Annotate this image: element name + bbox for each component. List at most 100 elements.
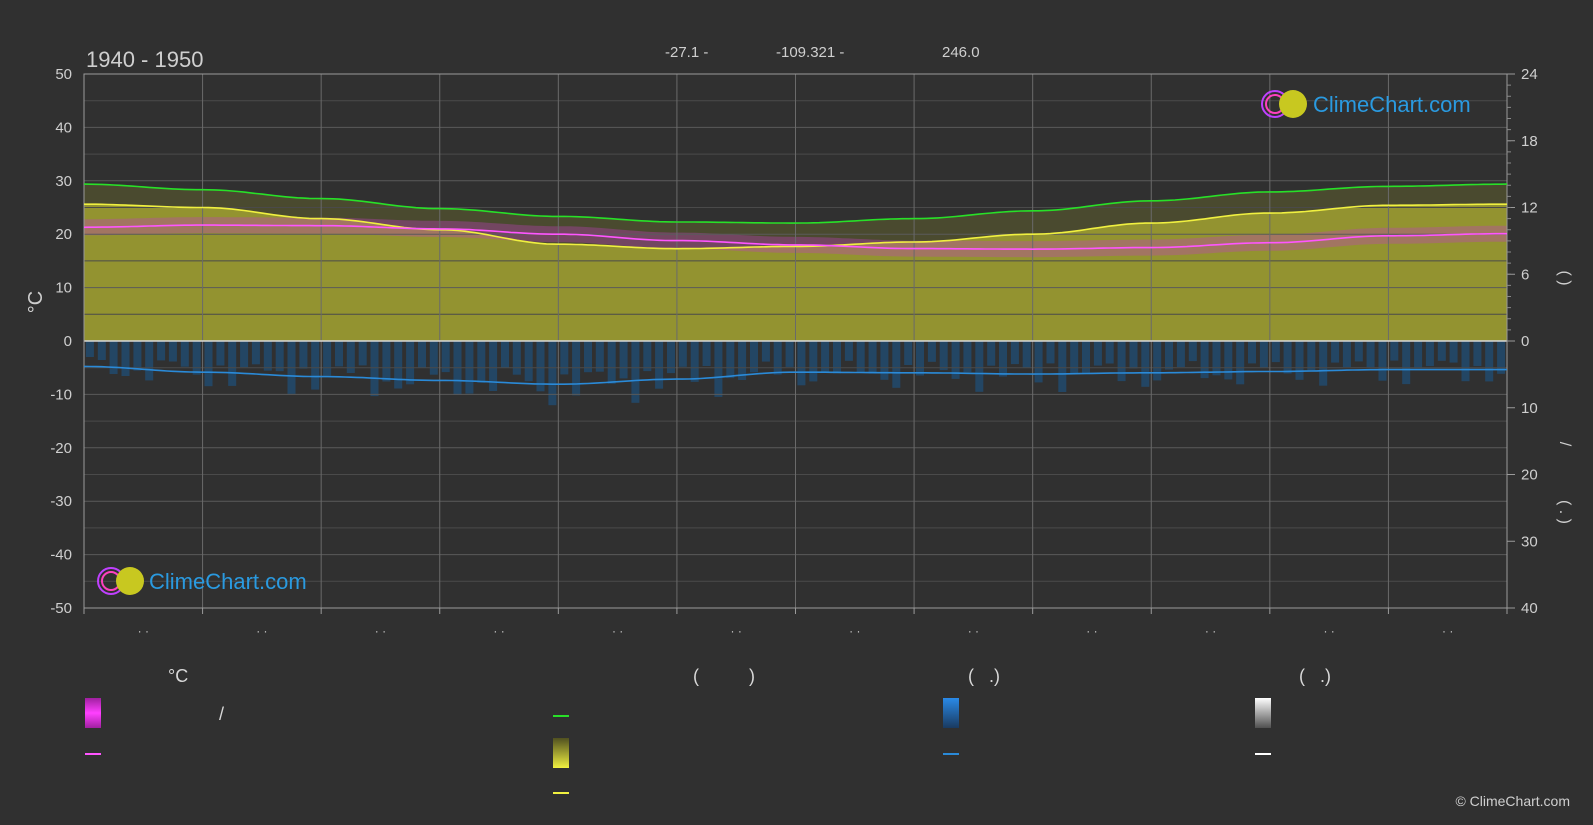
month-label: · · xyxy=(731,624,742,638)
month-label: · · xyxy=(138,624,149,638)
rain-bar xyxy=(761,341,770,362)
rain-bar xyxy=(394,341,403,389)
rain-bar xyxy=(145,341,154,381)
rain-bar xyxy=(512,341,521,375)
rain-bar xyxy=(1093,341,1102,366)
left-tick-label: -50 xyxy=(50,600,72,617)
rain-bar xyxy=(643,341,652,372)
rain-bar xyxy=(738,341,747,380)
left-tick-label: 40 xyxy=(55,119,72,136)
rain-bar xyxy=(868,341,877,374)
rain-bar xyxy=(1153,341,1162,381)
rain-bar xyxy=(1425,341,1434,367)
rain-bar xyxy=(939,341,948,371)
rain-bar xyxy=(987,341,996,366)
left-tick-label: 0 xyxy=(64,333,72,350)
rain-bar xyxy=(975,341,984,392)
logo-text: ClimeChart.com xyxy=(1313,92,1471,117)
right-axis-rain-label: / xyxy=(1556,442,1573,447)
rain-bar xyxy=(702,341,711,366)
rain-bar xyxy=(133,341,142,371)
rain-bar xyxy=(655,341,664,389)
logo-top: ClimeChart.com xyxy=(1261,90,1471,118)
rain-bar xyxy=(726,341,735,379)
right-tick-label-sun: 6 xyxy=(1521,266,1529,283)
right-tick-label-rain: 10 xyxy=(1521,400,1538,417)
rain-bar xyxy=(1236,341,1245,385)
rain-bar xyxy=(856,341,865,373)
month-label: · · xyxy=(256,624,267,638)
rain-bar xyxy=(1366,341,1375,368)
elevation-value: 246.0 xyxy=(942,44,980,61)
legend-snow-header: ( .) xyxy=(1299,666,1331,686)
rain-bar xyxy=(1117,341,1126,382)
left-tick-label: 20 xyxy=(55,226,72,243)
rain-bar xyxy=(429,341,438,375)
rain-bar xyxy=(1402,341,1411,385)
temp-mean-line xyxy=(83,224,1507,251)
rain-bar xyxy=(1105,341,1114,364)
rain-bar xyxy=(489,341,498,391)
rain-bar xyxy=(192,341,201,375)
rain-bar xyxy=(951,341,960,379)
rain-bar xyxy=(1070,341,1079,375)
rain-bar xyxy=(1141,341,1150,387)
right-axis-rain-unit: ( . ) xyxy=(1556,500,1573,524)
legend-sun-header: ( ) xyxy=(693,666,755,686)
legend-rain-swatch xyxy=(943,698,959,728)
right-axis-sun-label: ( ) xyxy=(1556,270,1573,285)
rain-bar xyxy=(1046,341,1055,364)
rain-bar xyxy=(1259,341,1268,368)
legend-snow-swatch xyxy=(1255,698,1271,728)
rain-bar xyxy=(204,341,213,387)
rain-bar xyxy=(228,341,237,386)
rain-bar xyxy=(406,341,415,385)
left-axis-label: °C xyxy=(25,291,47,313)
rain-bar xyxy=(880,341,889,380)
rain-bar xyxy=(1058,341,1067,392)
rain-bar xyxy=(335,341,343,367)
legend-temp-header: °C xyxy=(168,666,189,686)
rain-bar xyxy=(1319,341,1328,386)
sun-icon xyxy=(116,567,144,595)
legend-rain-header: ( .) xyxy=(968,666,1000,686)
rain-bar xyxy=(560,341,569,375)
rain-bar xyxy=(1271,341,1280,363)
rain-bar xyxy=(240,341,249,368)
left-tick-label: 10 xyxy=(55,280,72,297)
rain-bar xyxy=(97,341,106,360)
month-label: · · xyxy=(968,624,979,638)
left-tick-label: 30 xyxy=(55,173,72,190)
logo-bottom: ClimeChart.com xyxy=(97,567,307,595)
rain-bar xyxy=(346,341,355,373)
rain-bar xyxy=(263,341,272,371)
month-label: · · xyxy=(1205,624,1216,638)
rain-bar xyxy=(1212,341,1221,376)
rain-bar xyxy=(1485,341,1494,382)
right-tick-label-rain: 30 xyxy=(1521,533,1538,550)
right-tick-label-sun: 18 xyxy=(1521,133,1538,150)
rain-bar xyxy=(418,341,426,368)
rain-bar xyxy=(773,341,782,375)
rain-bar xyxy=(1307,341,1316,371)
right-tick-label-rain: 40 xyxy=(1521,600,1538,617)
rain-bar xyxy=(607,341,616,384)
right-tick-label-sun: 24 xyxy=(1521,66,1538,83)
right-tick-label-rain: 20 xyxy=(1521,467,1538,484)
rain-bar xyxy=(501,341,509,368)
rain-bar xyxy=(1414,341,1423,369)
rain-bar xyxy=(477,341,486,383)
rain-bar xyxy=(999,341,1007,377)
rain-bar xyxy=(299,341,308,369)
rain-bar xyxy=(85,341,94,357)
rain-bar xyxy=(370,341,379,397)
rain-bar xyxy=(1449,341,1458,363)
rain-bar xyxy=(1497,341,1506,374)
rain-bar xyxy=(1082,341,1090,375)
legend-temp-slash: / xyxy=(219,704,225,724)
rain-bar xyxy=(750,341,758,373)
copyright: © ClimeChart.com xyxy=(1455,793,1570,809)
rain-bar xyxy=(524,341,533,382)
rain-bar xyxy=(441,341,450,373)
rain-bar xyxy=(1129,341,1138,369)
